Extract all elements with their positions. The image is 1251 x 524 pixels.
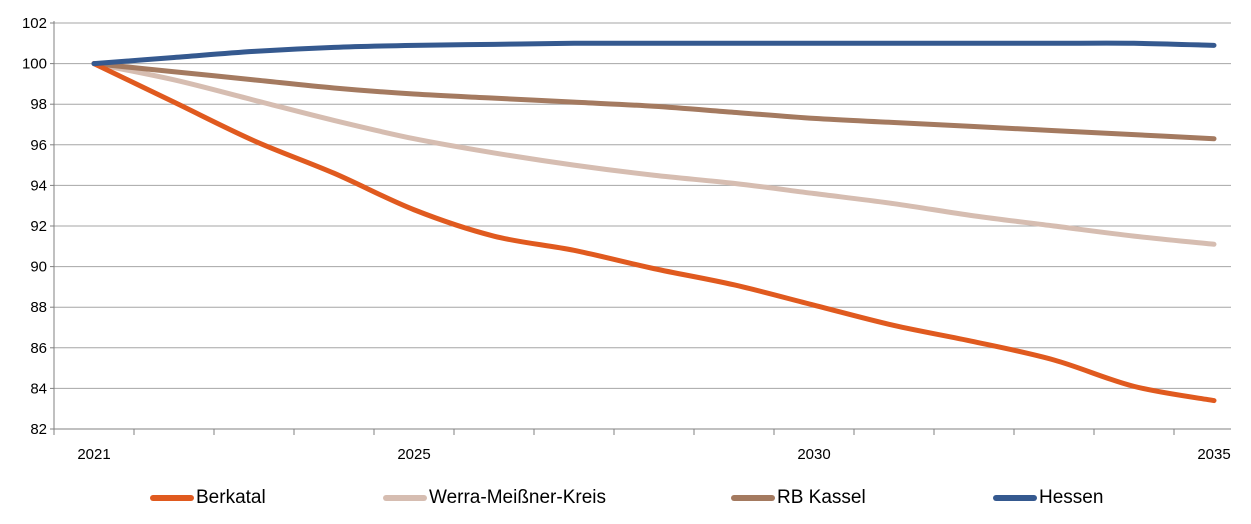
legend-swatch — [150, 495, 194, 501]
y-tick-label: 86 — [30, 340, 47, 357]
y-tick-label: 102 — [22, 15, 47, 32]
series-line-rb-kassel — [91, 61, 1217, 142]
legend-swatch — [993, 495, 1037, 501]
legend: Berkatal Werra-Meißner-Kreis RB Kassel Hess… — [0, 480, 1251, 516]
y-tick-label: 96 — [30, 137, 47, 154]
y-tick-label: 88 — [30, 299, 47, 316]
series-lines — [91, 40, 1217, 404]
x-axis-ticks: 2021 2025 2030 2035 — [77, 446, 1230, 463]
y-tick-label: 94 — [30, 177, 47, 194]
legend-swatch — [383, 495, 427, 501]
y-axis-ticks: 82 84 86 88 90 92 94 96 98 100 102 — [22, 15, 47, 438]
legend-swatch — [731, 495, 775, 501]
legend-label: RB Kassel — [777, 487, 866, 508]
x-tick-label: 2025 — [397, 446, 430, 463]
legend-label: Hessen — [1039, 487, 1104, 508]
series-line-werra-mei-ner-kreis — [91, 61, 1217, 247]
line-chart: 82 84 86 88 90 92 94 96 98 100 102 2021 2025 2030 203… — [22, 15, 1231, 463]
y-tick-label: 100 — [22, 56, 47, 73]
gridlines — [54, 22, 1231, 389]
y-tick-label: 98 — [30, 96, 47, 113]
x-tick-label: 2035 — [1197, 446, 1230, 463]
x-tick-label: 2021 — [77, 446, 110, 463]
axes — [50, 21, 1231, 435]
legend-item: Werra-Meißner-Kreis — [383, 480, 606, 516]
legend-item: Berkatal — [150, 480, 266, 516]
series-line-berkatal — [91, 61, 1217, 404]
y-tick-label: 92 — [30, 218, 47, 235]
y-tick-label: 82 — [30, 421, 47, 438]
y-tick-label: 90 — [30, 259, 47, 276]
x-tick-label: 2030 — [797, 446, 830, 463]
y-tick-label: 84 — [30, 380, 47, 397]
series-line-hessen — [91, 40, 1217, 67]
legend-label: Berkatal — [196, 487, 266, 508]
legend-label: Werra-Meißner-Kreis — [429, 487, 607, 508]
legend-item: RB Kassel — [731, 480, 866, 516]
legend-item: Hessen — [993, 480, 1103, 516]
